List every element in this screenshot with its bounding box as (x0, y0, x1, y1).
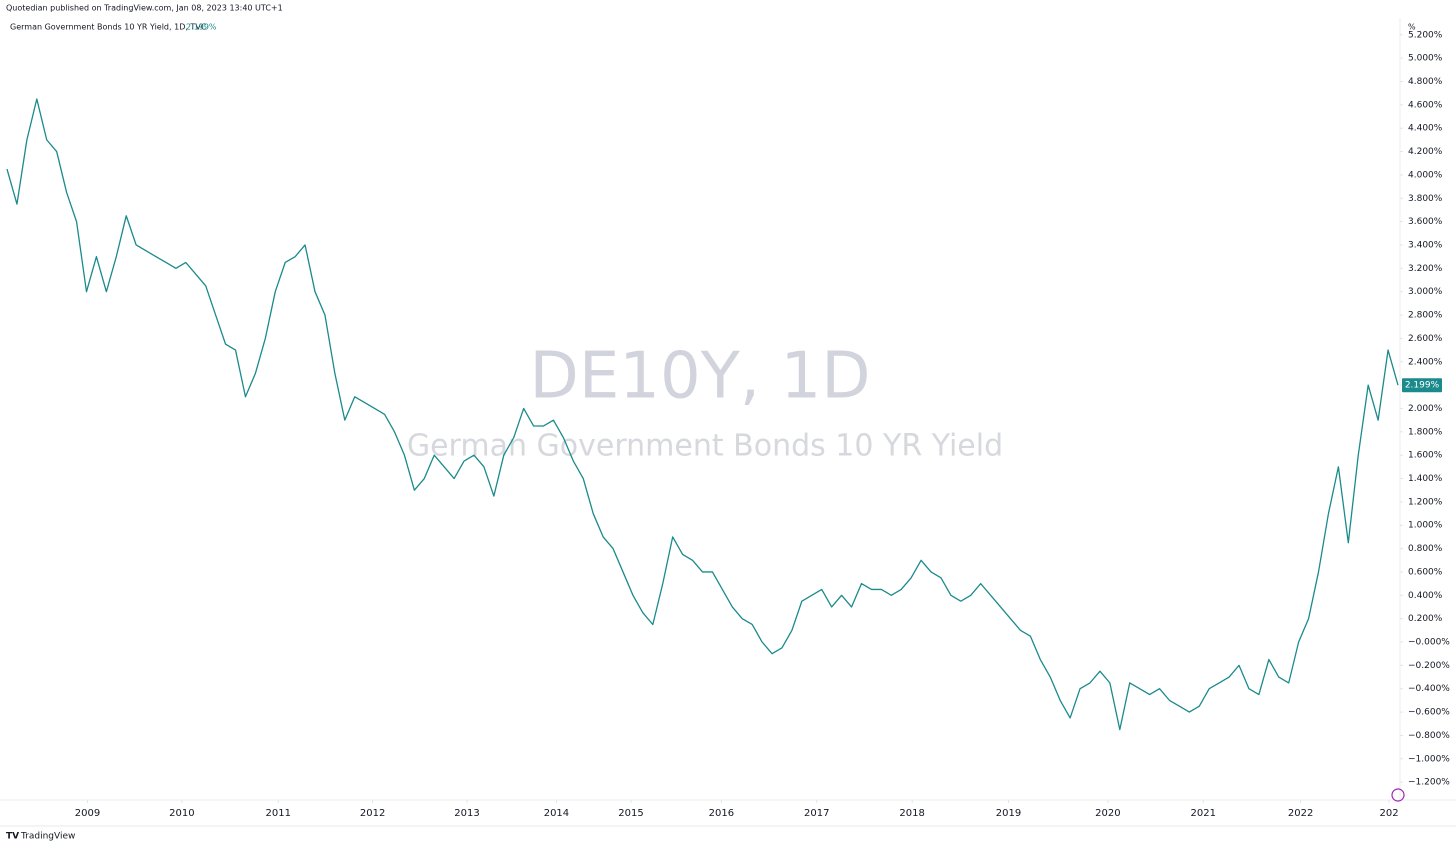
x-tick-label: 2020 (1095, 808, 1120, 819)
y-tick-label: 1.000% (1408, 521, 1443, 531)
y-tick-label: 0.600% (1408, 567, 1443, 577)
y-tick-label: 1.400% (1408, 474, 1443, 484)
y-tick-label: −1.000% (1408, 754, 1450, 764)
y-tick-label: −0.000% (1408, 638, 1450, 648)
x-tick-label: 2013 (454, 808, 479, 819)
y-tick-label: 2.400% (1408, 357, 1443, 367)
x-tick-label: 202 (1380, 808, 1399, 819)
brand: TradingView (20, 832, 75, 842)
price-badge (1402, 378, 1442, 393)
x-tick-label: 2012 (360, 808, 385, 819)
y-tick-label: 0.400% (1408, 591, 1443, 601)
y-tick-label: 4.200% (1408, 147, 1443, 157)
y-unit: % (1408, 23, 1416, 32)
y-tick-label: −0.200% (1408, 661, 1450, 671)
y-tick-label: 1.200% (1408, 497, 1443, 507)
price-line (6, 98, 1399, 731)
x-tick-label: 2022 (1288, 808, 1313, 819)
x-tick-label: 2009 (75, 808, 100, 819)
x-tick-label: 2010 (169, 808, 194, 819)
y-tick-label: 4.800% (1408, 77, 1443, 87)
x-tick-label: 2015 (618, 808, 643, 819)
event-icon (1391, 788, 1405, 802)
x-tick-label: 2018 (899, 808, 924, 819)
y-tick-label: 5.200% (1408, 30, 1443, 40)
publish-note: Quotedian published on TradingView.com, … (6, 4, 283, 13)
legend-name: German Government Bonds 10 YR Yield, 1D,… (10, 23, 207, 32)
y-tick-label: −0.400% (1408, 684, 1450, 694)
y-tick-label: 2.000% (1408, 404, 1443, 414)
watermark-title: DE10Y, 1D (530, 340, 871, 414)
y-tick-label: 2.800% (1408, 311, 1443, 321)
x-tick-label: 2011 (266, 808, 291, 819)
x-tick-label: 2017 (804, 808, 829, 819)
y-tick-label: 5.000% (1408, 54, 1443, 64)
y-tick-label: −0.600% (1408, 708, 1450, 718)
y-tick-label: 1.800% (1408, 427, 1443, 437)
x-tick-label: 2021 (1191, 808, 1216, 819)
y-tick-label: 4.600% (1408, 100, 1443, 110)
y-tick-label: 0.800% (1408, 544, 1443, 554)
y-tick-label: 1.600% (1408, 451, 1443, 461)
y-tick-label: 2.600% (1408, 334, 1443, 344)
y-tick-label: 3.400% (1408, 240, 1443, 250)
legend-value: 2.199% (186, 23, 217, 32)
y-tick-label: 3.000% (1408, 287, 1443, 297)
price-badge-label: 2.199% (1405, 381, 1440, 391)
y-tick-label: 3.200% (1408, 264, 1443, 274)
watermark-subtitle: German Government Bonds 10 YR Yield (407, 429, 1003, 464)
y-tick-label: −1.200% (1408, 778, 1450, 788)
y-tick-label: 4.400% (1408, 124, 1443, 134)
y-tick-label: 0.200% (1408, 614, 1443, 624)
y-tick-label: 3.600% (1408, 217, 1443, 227)
x-tick-label: 2014 (544, 808, 569, 819)
y-tick-label: −0.800% (1408, 731, 1450, 741)
y-tick-label: 4.000% (1408, 170, 1443, 180)
brand-logo: TV (6, 832, 19, 842)
x-tick-label: 2016 (709, 808, 734, 819)
y-tick-label: 3.800% (1408, 194, 1443, 204)
x-tick-label: 2019 (996, 808, 1021, 819)
